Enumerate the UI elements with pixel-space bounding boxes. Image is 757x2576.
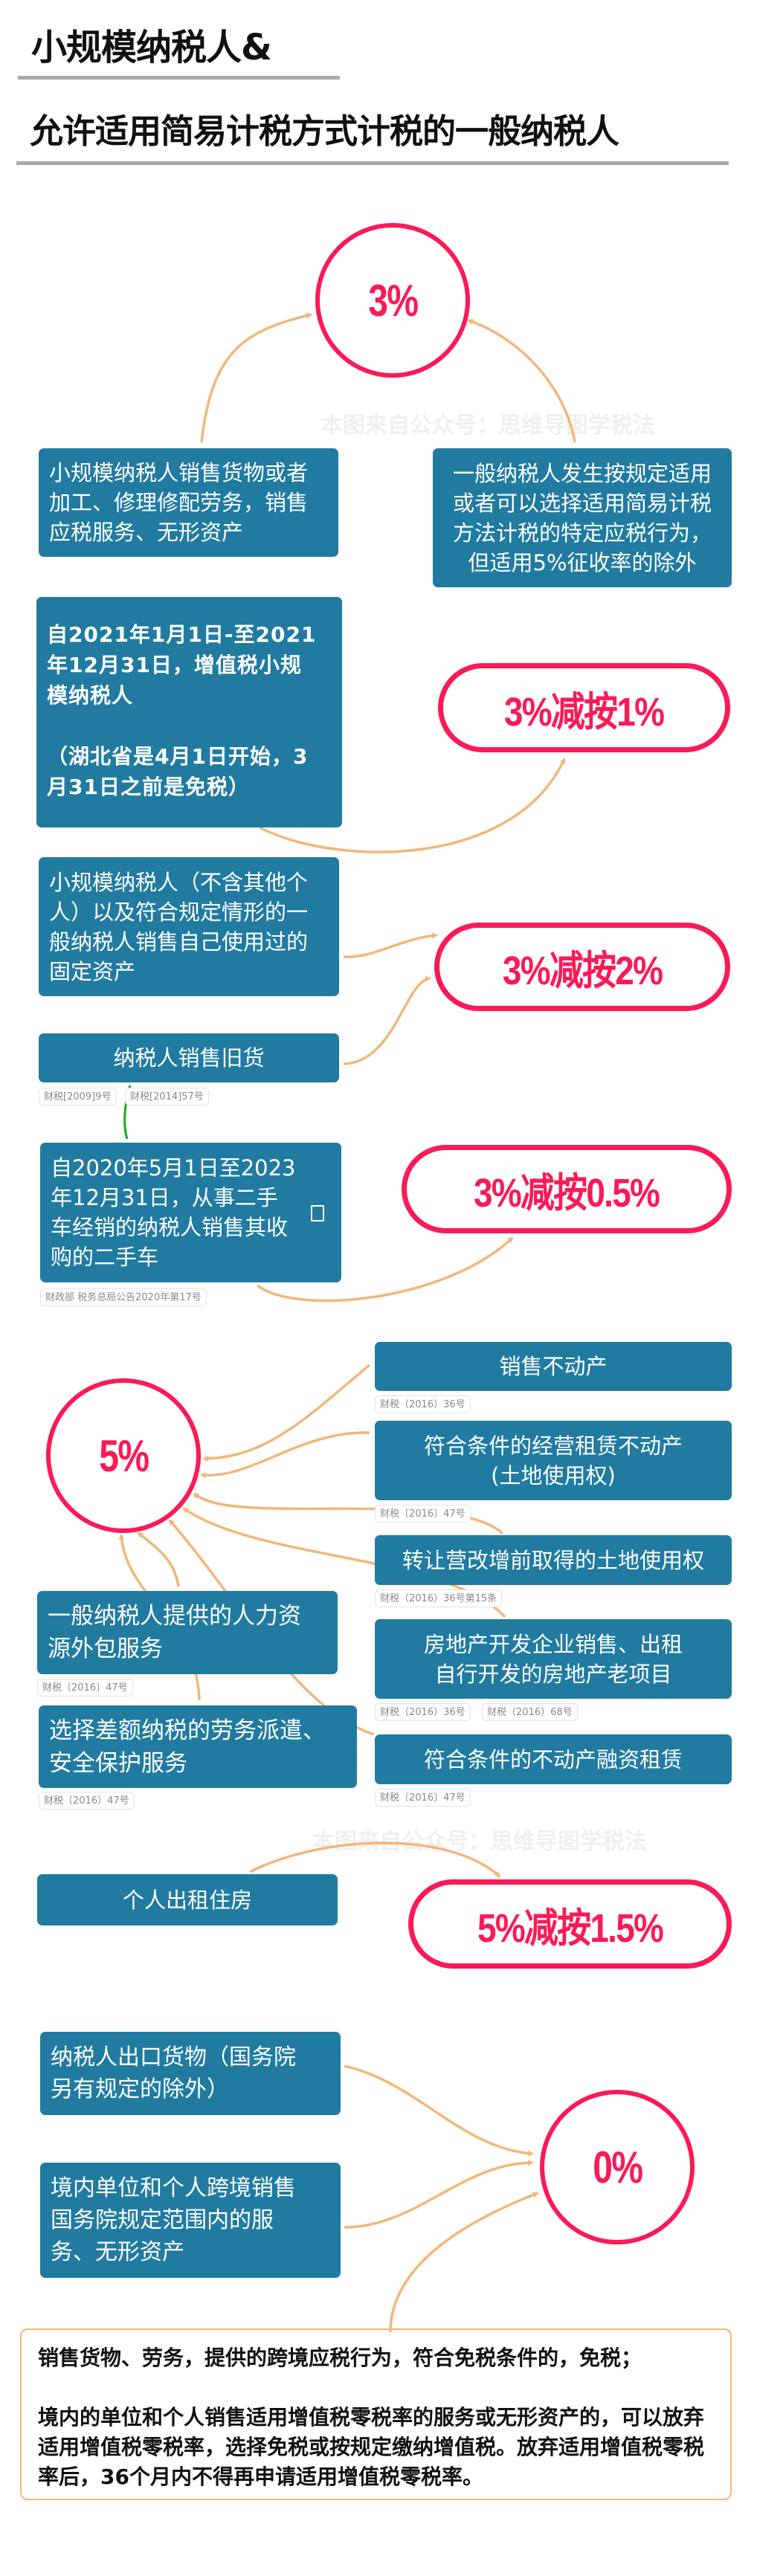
item-labor-dispatch[interactable]: 选择差额纳税的劳务派遣、 安全保护服务 <box>39 1705 357 1788</box>
arrow-3pct-right <box>467 319 576 443</box>
item-land-use-right-transfer[interactable]: 转让营改增前取得的土地使用权 <box>375 1535 732 1585</box>
policy-tag[interactable]: 财税[2009]9号 <box>39 1088 117 1105</box>
item-used-fixed-assets[interactable]: 小规模纳税人（不含其他个 人）以及符合规定情形的一 般纳税人销售自己使用过的 固… <box>39 857 339 996</box>
policy-tag[interactable]: 财税（2016）36号 <box>375 1395 471 1413</box>
title-divider-1 <box>18 76 340 80</box>
policy-tag[interactable]: 财税〔2016〕47号 <box>375 1505 471 1523</box>
rate-node-3pct-to-1pct: 3%减按1% <box>438 663 730 752</box>
item-cross-border-services[interactable]: 境内单位和个人跨境销售 国务院规定范围内的服 务、无形资产 <box>40 2163 341 2278</box>
zero-rate-note: 销售货物、劳务，提供的跨境应税行为，符合免税条件的，免税； 境内的单位和个人销售… <box>20 2328 732 2500</box>
item-general-taxpayer-specific[interactable]: 一般纳税人发生按规定适用 或者可以选择适用简易计税 方法计税的特定应税行为， 但… <box>433 448 732 587</box>
arrow-2pct-b <box>343 975 431 1065</box>
arrow-05pct <box>256 1236 514 1302</box>
rate-node-3pct: 3% <box>315 223 470 378</box>
item-export-goods[interactable]: 纳税人出口货物（国务院 另有规定的除外） <box>40 2032 341 2115</box>
arrow-3pct-left <box>200 312 312 443</box>
rate-node-5pct: 5% <box>46 1378 201 1533</box>
watermark: 本图来自公众号：思维导图学税法 <box>312 1829 647 1855</box>
item-hr-outsourcing[interactable]: 一般纳税人提供的人力资 源外包服务 <box>37 1591 338 1674</box>
item-real-estate-old-projects[interactable]: 房地产开发企业销售、出租 自行开发的房地产老项目 <box>375 1619 732 1699</box>
rate-label: 5% <box>98 1430 149 1481</box>
policy-tag[interactable]: 财税（2016）36号 <box>375 1703 471 1721</box>
arrow-2pct-a <box>343 932 438 958</box>
arrow-5pct-6 <box>137 1531 180 1587</box>
policy-tag[interactable]: 财税（2016）36号第15条 <box>375 1589 503 1607</box>
item-used-goods[interactable]: 纳税人销售旧货 <box>39 1033 339 1082</box>
policy-tag[interactable]: 财政部 税务总局公告2020年第17号 <box>40 1288 207 1306</box>
note-paragraph: 销售货物、劳务，提供的跨境应税行为，符合免税条件的，免税； <box>38 2346 642 2370</box>
title-divider-2 <box>16 161 729 165</box>
title-line-1: 小规模纳税人& <box>31 27 272 68</box>
item-finance-lease[interactable]: 符合条件的不动产融资租赁 <box>375 1734 732 1784</box>
item-personal-housing-rental[interactable]: 个人出租住房 <box>37 1874 338 1925</box>
rate-label: 3%减按2% <box>502 949 663 993</box>
item-2021-small-scale[interactable]: 自2021年1月1日-至2021 年12月31日，增值税小规 模纳税人 （湖北省… <box>36 597 342 827</box>
rate-label: 3% <box>367 275 419 326</box>
arrow-5pct-2 <box>200 1431 370 1479</box>
item-text: 自2020年5月1日至2023 年12月31日，从事二手 车经销的纳税人销售其收… <box>51 1155 296 1270</box>
watermark: 本图来自公众号：思维导图学税法 <box>320 413 655 439</box>
policy-tag[interactable]: 财税〔2016〕47号 <box>37 1679 133 1697</box>
arrow-1pct <box>259 758 566 853</box>
rate-node-3pct-to-2pct: 3%减按2% <box>434 923 730 1011</box>
policy-tag[interactable]: 财税〔2016〕47号 <box>375 1789 471 1807</box>
item-lease-real-estate[interactable]: 符合条件的经营租赁不动产 (土地使用权) <box>375 1421 732 1500</box>
policy-tag[interactable]: 财税[2014]57号 <box>125 1088 209 1105</box>
note-icon[interactable] <box>311 1205 324 1221</box>
rate-node-5pct-to-1-5pct: 5%减按1.5% <box>408 1879 732 1969</box>
rate-label: 3%减按1% <box>504 689 665 735</box>
title-line-2: 允许适用简易计税方式计税的一般纳税人 <box>30 112 619 151</box>
arrow-15pct <box>249 1841 501 1878</box>
rate-label: 0% <box>592 2142 643 2192</box>
arrow-0pct-1 <box>344 2065 534 2157</box>
arrow-0pct-3 <box>389 2192 539 2333</box>
policy-tag[interactable]: 财税（2016）68号 <box>482 1703 578 1721</box>
rate-node-3pct-to-0-5pct: 3%减按0.5% <box>402 1145 732 1233</box>
rate-label: 5%减按1.5% <box>477 1905 664 1951</box>
arrow-5pct-1 <box>202 1363 371 1462</box>
arrow-0pct-2 <box>344 2160 534 2229</box>
rate-label: 3%减按0.5% <box>474 1171 660 1216</box>
policy-tag[interactable]: 财税（2016）47号 <box>39 1792 135 1810</box>
rate-node-0pct: 0% <box>540 2090 695 2244</box>
item-small-scale-sales[interactable]: 小规模纳税人销售货物或者 加工、修理修配劳务，销售 应税服务、无形资产 <box>39 448 338 557</box>
item-used-car-dealer[interactable]: 自2020年5月1日至2023 年12月31日，从事二手 车经销的纳税人销售其收… <box>40 1143 341 1282</box>
item-sale-real-estate[interactable]: 销售不动产 <box>375 1342 732 1391</box>
note-paragraph: 境内的单位和个人销售适用增值税零税率的服务或无形资产的，可以放弃适用增值税零税率… <box>38 2405 705 2489</box>
